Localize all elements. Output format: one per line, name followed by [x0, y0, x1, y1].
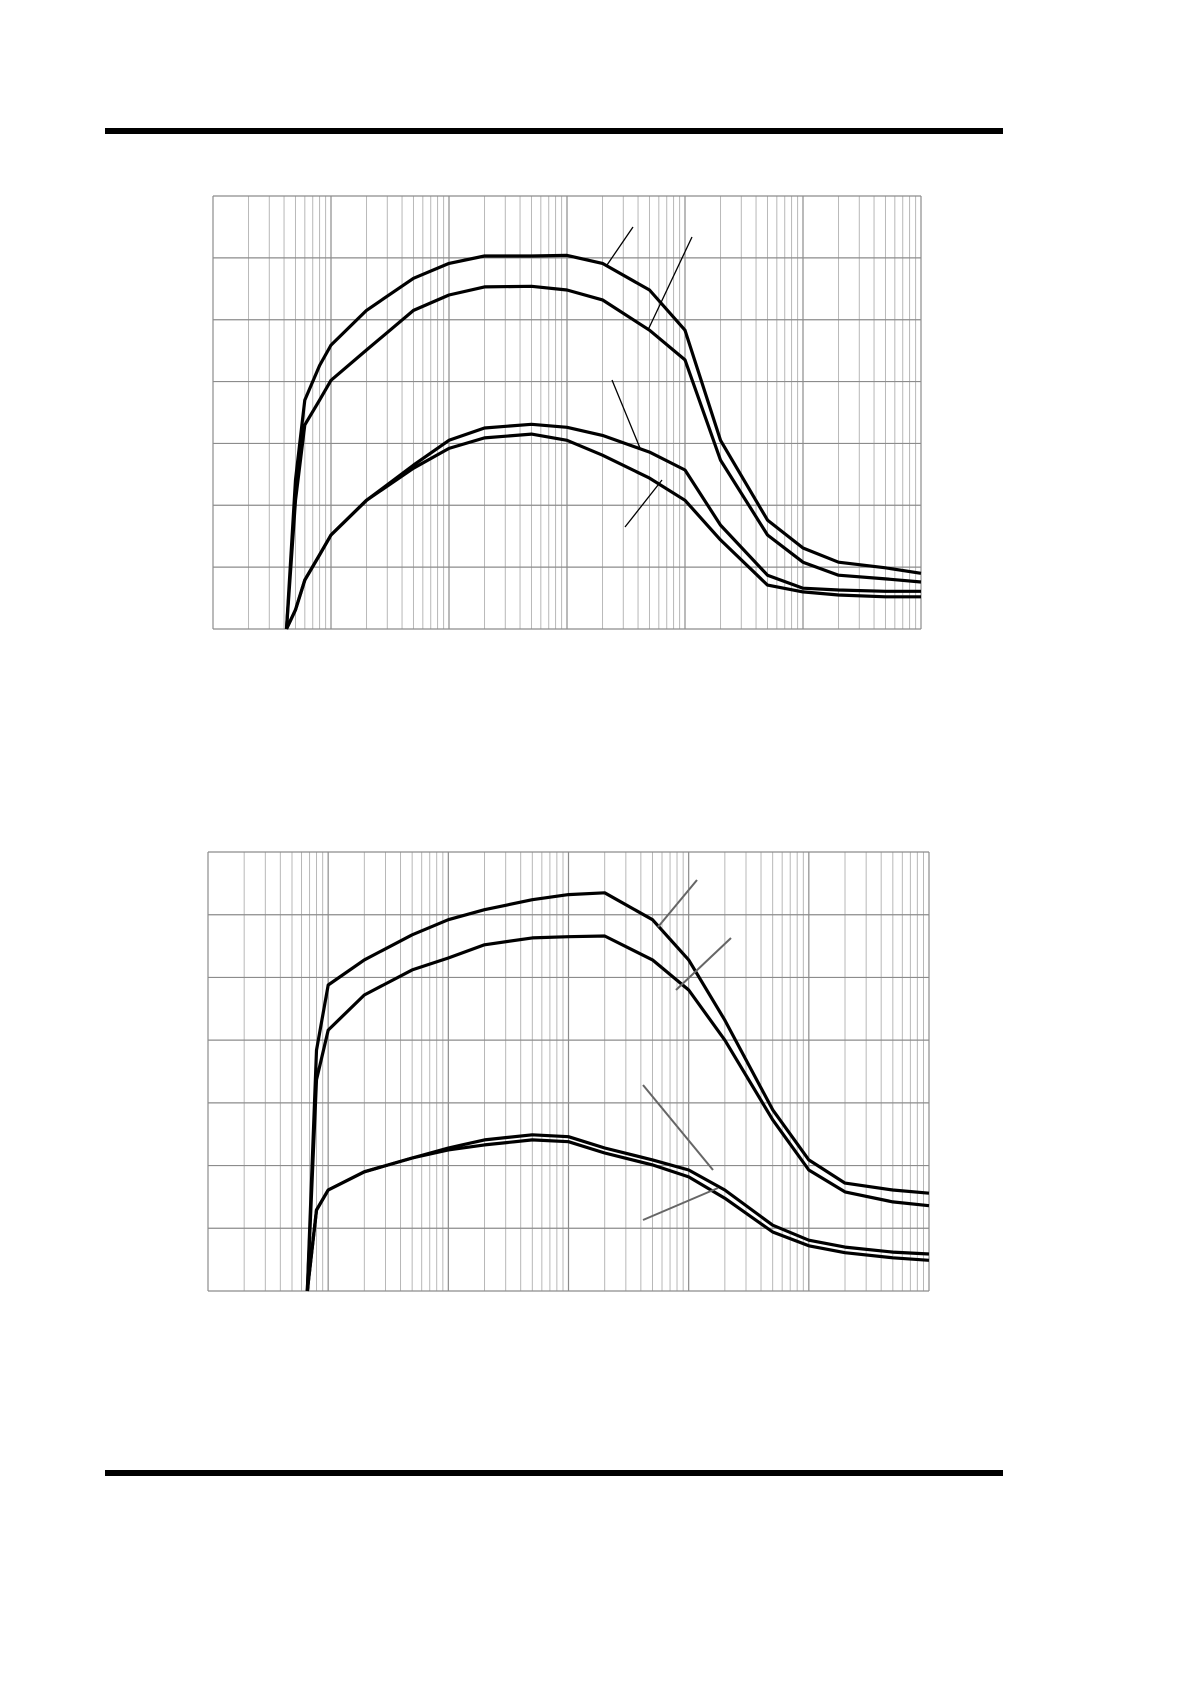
bottom-rule: [105, 1470, 1003, 1476]
plots: [207, 195, 930, 1292]
curve: [305, 1138, 930, 1292]
leader-line: [642, 1084, 714, 1171]
leader-line: [606, 226, 634, 266]
leader-line: [611, 379, 641, 449]
curve: [284, 253, 922, 630]
curve: [285, 432, 921, 630]
leader-line: [657, 879, 698, 928]
chart: [207, 851, 930, 1292]
leader-line: [647, 236, 693, 331]
curve: [305, 934, 930, 1292]
leader-line: [642, 1187, 719, 1221]
leader-line: [624, 479, 663, 528]
curve: [284, 284, 922, 630]
leader-lines-2: [642, 879, 732, 1221]
curve: [305, 891, 930, 1292]
chart: [212, 195, 922, 630]
leader-line: [675, 937, 732, 991]
leader-lines-1: [606, 226, 693, 528]
top-rule: [105, 128, 1003, 134]
